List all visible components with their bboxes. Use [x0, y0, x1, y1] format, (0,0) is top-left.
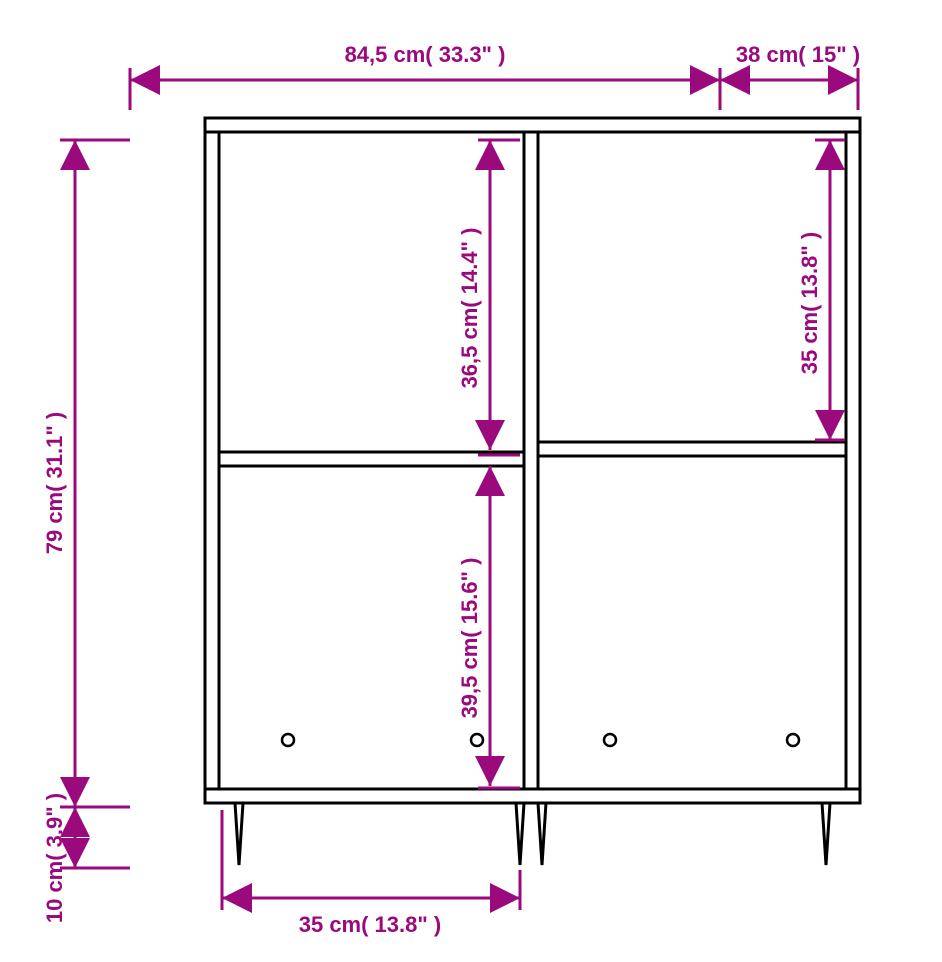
dim-left-leg: 10 cm( 3.9" ) [42, 793, 68, 923]
dim-left-height: 79 cm( 31.1" ) [42, 412, 68, 555]
dim-bottom-width: 35 cm( 13.8" ) [299, 912, 442, 938]
furniture-drawing [205, 118, 860, 865]
dim-right-inner: 35 cm( 13.8" ) [797, 232, 823, 375]
diagram-svg [0, 0, 942, 962]
dim-top-width: 84,5 cm( 33.3" ) [345, 42, 506, 68]
dim-top-depth: 38 cm( 15" ) [736, 42, 860, 68]
diagram-container: 84,5 cm( 33.3" ) 38 cm( 15" ) 79 cm( 31.… [0, 0, 942, 962]
dim-inner-top: 36,5 cm( 14.4" ) [457, 228, 483, 389]
dim-inner-bottom: 39,5 cm( 15.6" ) [457, 558, 483, 719]
dimension-lines [60, 68, 858, 910]
